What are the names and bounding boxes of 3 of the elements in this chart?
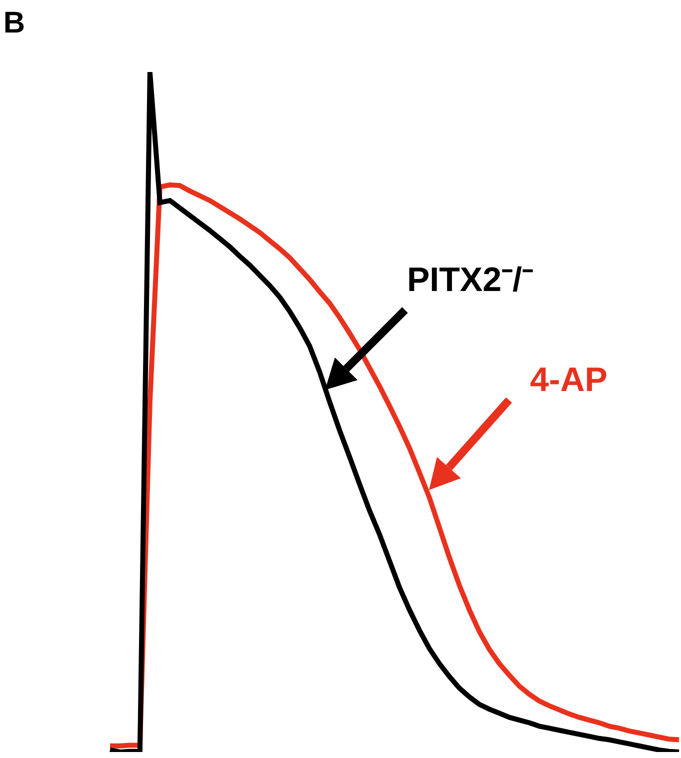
text: 4-AP	[530, 361, 608, 399]
text: PITX2⁻/⁻	[407, 261, 533, 299]
chart-title: B	[3, 6, 26, 40]
